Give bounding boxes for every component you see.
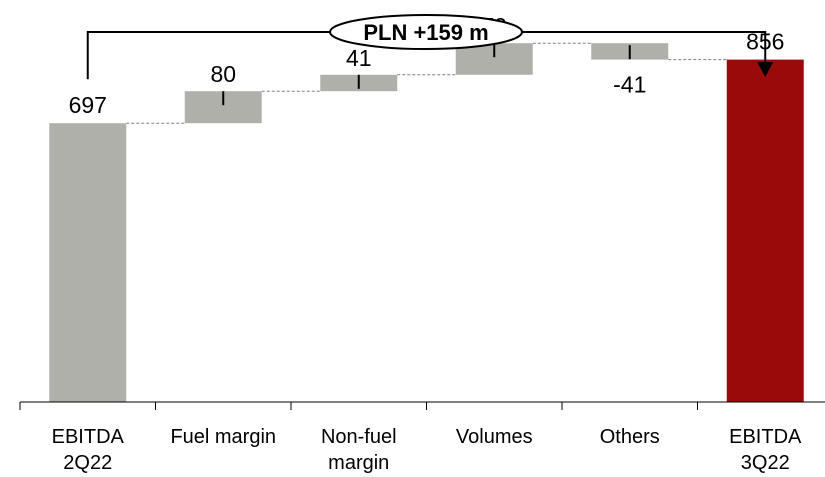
x-axis xyxy=(19,401,825,410)
callout-text: PLN +159 m xyxy=(363,20,488,45)
category-label: Non-fuel margin xyxy=(321,426,397,474)
delta-ticks xyxy=(222,43,631,106)
category-label: EBITDA 2Q22 xyxy=(52,426,125,474)
category-labels: EBITDA 2Q22 Fuel margin Non-fuel margin Volum… xyxy=(52,426,802,474)
bar-5 xyxy=(726,59,804,402)
value-label: -41 xyxy=(613,72,646,98)
category-label: EBITDA 3Q22 xyxy=(729,426,802,474)
value-label: 80 xyxy=(210,61,236,87)
value-label: 697 xyxy=(69,92,107,118)
value-label: 41 xyxy=(346,45,372,71)
bars xyxy=(49,43,804,402)
total-change-callout: PLN +159 m xyxy=(86,14,774,80)
category-label: Others xyxy=(600,426,660,448)
category-label: Volumes xyxy=(456,426,533,448)
callout-arrowhead xyxy=(757,62,774,77)
category-label: Fuel margin xyxy=(170,426,276,448)
bar-0 xyxy=(49,123,127,402)
callout-oval xyxy=(329,14,523,50)
